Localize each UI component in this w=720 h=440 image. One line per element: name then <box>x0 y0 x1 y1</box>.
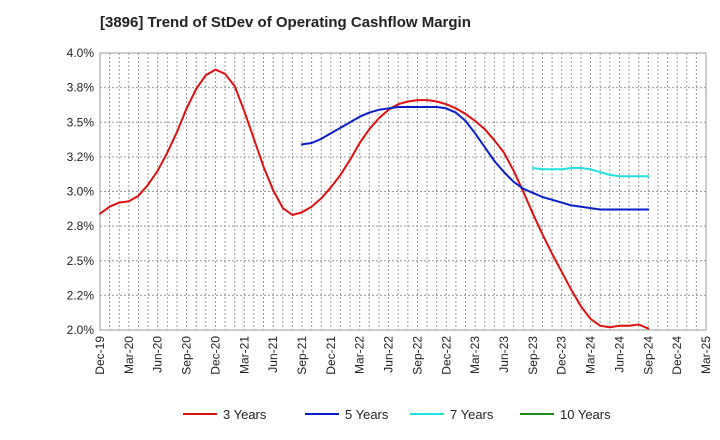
legend-label: 7 Years <box>450 407 494 422</box>
series-lines <box>99 68 650 330</box>
x-tick-label: Sep-21 <box>295 336 309 375</box>
series-line-7-years <box>531 167 650 178</box>
x-tick-label: Dec-19 <box>93 336 107 375</box>
x-tick-label: Dec-21 <box>324 336 338 375</box>
legend: 3 Years 5 Years 7 Years 10 Years <box>183 407 611 422</box>
series-line-3-years <box>99 68 650 330</box>
x-tick-label: Mar-25 <box>699 336 713 374</box>
x-tick-label: Jun-23 <box>497 336 511 373</box>
x-tick-label: Mar-23 <box>468 336 482 374</box>
x-tick-label: Mar-24 <box>584 336 598 374</box>
legend-label: 10 Years <box>560 407 611 422</box>
series-line-5-years <box>301 106 650 211</box>
x-tick-label: Dec-24 <box>670 336 684 375</box>
y-tick-label: 4.0% <box>67 46 95 60</box>
x-tick-label: Dec-20 <box>208 336 222 375</box>
y-tick-label: 3.8% <box>67 81 95 95</box>
y-tick-label: 3.2% <box>67 150 95 164</box>
x-tick-label: Mar-21 <box>237 336 251 374</box>
x-tick-label: Dec-22 <box>439 336 453 375</box>
x-tick-label: Jun-21 <box>266 336 280 373</box>
x-tick-label: Mar-20 <box>122 336 136 374</box>
x-tick-label: Sep-20 <box>180 336 194 375</box>
x-axis-ticks: Dec-19 Mar-20 Jun-20 Sep-20 Dec-20 Mar-21 Jun-… <box>93 336 713 375</box>
x-tick-label: Sep-23 <box>526 336 540 375</box>
x-tick-label: Jun-24 <box>612 336 626 373</box>
y-tick-label: 2.2% <box>67 288 95 302</box>
legend-label: 5 Years <box>345 407 389 422</box>
x-tick-label: Jun-22 <box>382 336 396 373</box>
y-tick-label: 2.8% <box>67 219 95 233</box>
x-tick-label: Jun-20 <box>151 336 165 373</box>
plot-area-frame <box>99 52 707 331</box>
x-tick-label: Dec-23 <box>555 336 569 375</box>
x-tick-label: Sep-24 <box>641 336 655 375</box>
y-axis-ticks: 4.0% 3.8% 3.5% 3.2% 3.0% 2.8% 2.5% 2.2% 2.0% <box>67 46 95 337</box>
x-tick-label: Sep-22 <box>410 336 424 375</box>
x-tick-label: Mar-22 <box>353 336 367 374</box>
chart-title: [3896] Trend of StDev of Operating Cashf… <box>100 14 471 31</box>
legend-label: 3 Years <box>223 407 267 422</box>
y-tick-label: 2.0% <box>67 323 95 337</box>
grid-lines <box>99 52 707 331</box>
y-tick-label: 3.0% <box>67 185 95 199</box>
y-tick-label: 3.5% <box>67 115 95 129</box>
y-tick-label: 2.5% <box>67 254 95 268</box>
